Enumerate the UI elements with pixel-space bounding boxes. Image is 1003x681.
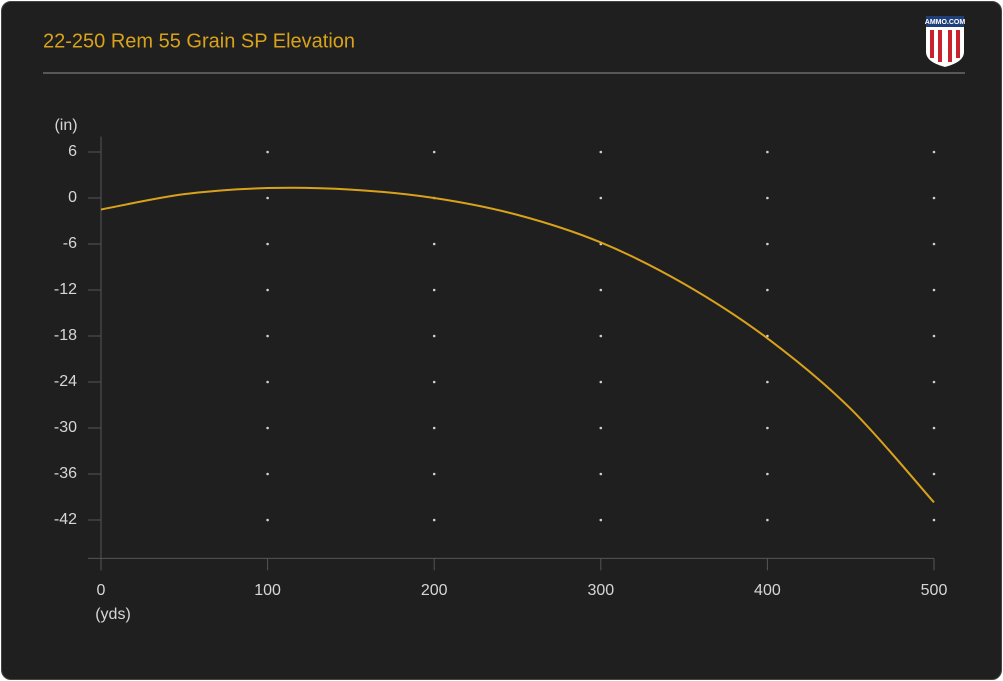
grid-dot <box>266 334 269 338</box>
x-tick-label: 400 <box>754 582 781 599</box>
grid-dot <box>599 426 603 430</box>
grid-dot <box>766 472 769 476</box>
grid-dot <box>266 518 269 522</box>
chart-title: 22-250 Rem 55 Grain SP Elevation <box>43 30 355 52</box>
grid-dot <box>932 150 936 154</box>
grid-dot <box>432 150 436 154</box>
grid-dot <box>266 150 269 154</box>
grid-dot <box>266 242 269 246</box>
grid-dot <box>432 288 436 292</box>
y-tick-label: 0 <box>68 189 77 206</box>
grid-dot <box>766 380 769 384</box>
grid-dot <box>766 426 769 430</box>
x-tick-label: 500 <box>921 582 948 599</box>
y-tick-label: -6 <box>63 235 77 252</box>
grid-dot <box>266 380 269 384</box>
grid-dot <box>266 196 269 200</box>
grid-dot <box>599 334 603 338</box>
x-tick-label: 100 <box>254 582 281 599</box>
grid-dot <box>766 196 769 200</box>
grid-dot <box>932 288 936 292</box>
x-axis-label: (yds) <box>95 606 131 623</box>
logo-text: AMMO.COM <box>925 19 966 26</box>
grid-dot <box>599 472 603 476</box>
grid-dot <box>432 518 436 522</box>
grid-dot <box>432 472 436 476</box>
grid-dot <box>266 426 269 430</box>
grid-dot <box>432 426 436 430</box>
grid-dot <box>766 150 769 154</box>
grid-dot <box>599 150 603 154</box>
y-tick-label: -30 <box>54 419 77 436</box>
grid-dot <box>932 472 936 476</box>
grid-dot <box>766 242 769 246</box>
grid-dot <box>266 288 269 292</box>
y-tick-label: -18 <box>54 327 77 344</box>
y-tick-label: 6 <box>68 143 77 160</box>
logo: AMMO.COM <box>925 16 966 67</box>
grid-dot <box>599 196 603 200</box>
y-tick-label: -12 <box>54 281 77 298</box>
y-tick-label: -36 <box>54 465 77 482</box>
grid-dot <box>599 380 603 384</box>
y-axis-label: (in) <box>54 117 77 134</box>
y-tick-label: -42 <box>54 511 77 528</box>
grid-dot <box>932 426 936 430</box>
series-line <box>100 186 935 504</box>
x-tick-label: 0 <box>97 582 106 599</box>
grid-dot <box>932 196 936 200</box>
grid-dot <box>932 518 936 522</box>
grid-dot <box>599 518 603 522</box>
grid-dot <box>432 242 436 246</box>
grid-dot <box>432 380 436 384</box>
grid-dot <box>766 518 769 522</box>
x-tick-label: 300 <box>587 582 614 599</box>
grid-dot <box>432 334 436 338</box>
x-tick-label: 200 <box>421 582 448 599</box>
grid-dot <box>766 288 769 292</box>
grid-dot <box>932 334 936 338</box>
grid-dot <box>599 288 603 292</box>
y-tick-label: -24 <box>54 373 77 390</box>
grid-dot <box>266 472 269 476</box>
grid-dot <box>932 242 936 246</box>
grid-dot <box>932 380 936 384</box>
